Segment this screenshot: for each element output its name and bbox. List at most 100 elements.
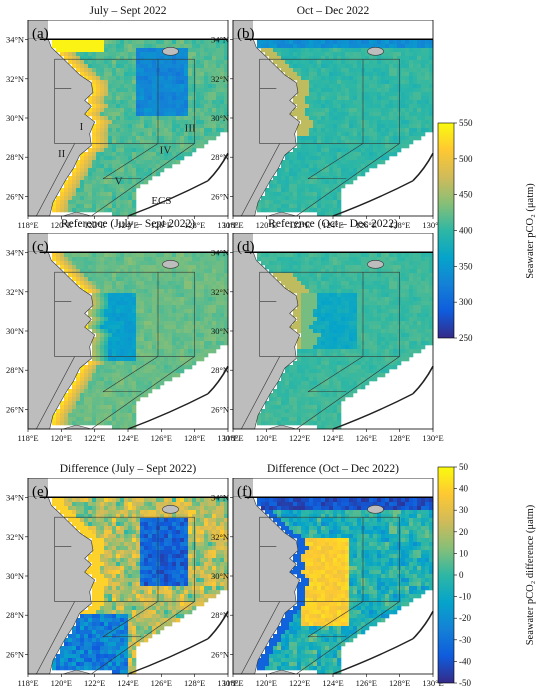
panel-title-d: Reference (Oct – Dec 2022)	[233, 218, 433, 230]
lon-tick-label: 126°E	[151, 433, 172, 443]
lat-tick-label: 28°N	[6, 152, 24, 162]
lat-tick-label: 30°N	[211, 571, 229, 581]
lat-tick-label: 34°N	[211, 35, 229, 45]
map-panel-a: IIIIIIIVVECS(a)26°N28°N30°N32°N34°N118°E…	[2, 20, 242, 240]
lon-tick-label: 118°E	[222, 433, 243, 443]
colorbar-label-pco2: Seawater pCO₂ (μatm)	[525, 183, 536, 279]
panel-title-b: Oct – Dec 2022	[233, 5, 433, 17]
lon-tick-label: 124°E	[322, 678, 343, 688]
lat-tick-label: 32°N	[6, 74, 24, 84]
region-label-0: I	[80, 121, 84, 133]
region-label-2: III	[185, 123, 196, 135]
lat-tick-label: 28°N	[211, 610, 229, 620]
lat-tick-label: 34°N	[211, 493, 229, 503]
lat-tick-label: 32°N	[211, 74, 229, 84]
lon-tick-label: 120°E	[256, 433, 277, 443]
colorbar-tick-label: 50	[459, 463, 469, 472]
lat-tick-label: 26°N	[6, 191, 24, 201]
lat-tick-label: 32°N	[211, 287, 229, 297]
lon-tick-label: 118°E	[222, 678, 243, 688]
panel-title-f: Difference (Oct – Dec 2022)	[233, 463, 433, 475]
lat-tick-label: 32°N	[6, 287, 24, 297]
lon-tick-label: 126°E	[356, 678, 377, 688]
colorbar-tick-label: 500	[459, 154, 473, 164]
lat-tick-label: 30°N	[6, 571, 24, 581]
lat-tick-label: 30°N	[6, 113, 24, 123]
lat-tick-label: 34°N	[6, 493, 24, 503]
colorbar-tick-label: -40	[459, 656, 471, 666]
lon-tick-label: 118°E	[17, 678, 38, 688]
lon-tick-label: 120°E	[51, 433, 72, 443]
map-panel-f: (f) 26°N 28°N 30°N 32°N 34°N 118°E 120°E 122°E 12…	[207, 478, 447, 698]
lat-tick-label: 28°N	[6, 610, 24, 620]
lat-tick-label: 32°N	[211, 532, 229, 542]
colorbar-tick-label: 0	[459, 570, 464, 580]
lat-tick-label: 26°N	[6, 404, 24, 414]
lon-tick-label: 118°E	[17, 433, 38, 443]
lat-tick-label: 30°N	[6, 326, 24, 336]
colorbar-label-diff: Seawater pCO₂ difference (μatm)	[525, 505, 536, 646]
lon-tick-label: 128°E	[184, 433, 205, 443]
lon-tick-label: 122°E	[289, 678, 310, 688]
jeju-island	[163, 505, 179, 513]
lon-tick-label: 128°E	[389, 433, 410, 443]
lon-tick-label: 124°E	[117, 678, 138, 688]
panel-letter-b: (b)	[237, 26, 255, 42]
region-label-3: IV	[160, 144, 172, 156]
colorbar-ramp	[438, 123, 454, 338]
colorbar-tick-label: 300	[459, 297, 473, 307]
colorbar-tick-label: 250	[459, 333, 473, 343]
region-label-1: II	[58, 148, 66, 160]
lat-tick-label: 26°N	[6, 649, 24, 659]
lat-tick-label: 26°N	[211, 649, 229, 659]
lon-tick-label: 120°E	[256, 678, 277, 688]
jeju-island	[368, 260, 384, 268]
lon-tick-label: 130°E	[422, 433, 443, 443]
lat-tick-label: 34°N	[6, 35, 24, 45]
lon-tick-label: 122°E	[289, 433, 310, 443]
lat-tick-label: 34°N	[211, 248, 229, 258]
colorbar-tick-label: 10	[459, 548, 469, 558]
lon-tick-label: 124°E	[322, 433, 343, 443]
colorbar-tick-label: -10	[459, 592, 471, 602]
panel-letter-a: (a)	[32, 26, 49, 42]
lon-tick-label: 122°E	[84, 678, 105, 688]
lon-tick-label: 126°E	[356, 433, 377, 443]
lon-tick-label: 128°E	[184, 678, 205, 688]
panel-letter-e: (e)	[32, 484, 49, 500]
lat-tick-label: 28°N	[211, 365, 229, 375]
jeju-island	[368, 47, 384, 55]
jeju-island	[163, 260, 179, 268]
lon-tick-label: 126°E	[151, 678, 172, 688]
colorbar-ramp	[438, 467, 454, 683]
colorbar-tick-label: -50	[459, 678, 471, 688]
panel-letter-c: (c)	[32, 239, 49, 255]
panel-title-a: July – Sept 2022	[28, 5, 228, 17]
map-panel-e: (e) 26°N 28°N 30°N 32°N 34°N 118°E 120°E 122°E 12…	[2, 478, 242, 698]
map-panel-c: (c) 26°N 28°N 30°N 32°N 34°N 118°E 120°E 122°E 12…	[2, 233, 242, 453]
colorbar-tick-label: 30	[459, 505, 469, 515]
jeju-island	[163, 47, 179, 55]
panel-title-e: Difference (July – Sept 2022)	[28, 463, 228, 475]
region-label-4: V	[115, 176, 123, 188]
colorbar-tick-label: 400	[459, 226, 473, 236]
lon-tick-label: 124°E	[117, 433, 138, 443]
lat-tick-label: 32°N	[6, 532, 24, 542]
lat-tick-label: 30°N	[211, 326, 229, 336]
jeju-island	[368, 505, 384, 513]
panel-title-c: Reference (July – Sept 2022)	[28, 218, 228, 230]
colorbar-tick-label: 550	[459, 119, 473, 128]
panel-letter-f: (f)	[237, 484, 252, 500]
region-label-5: ECS	[151, 195, 171, 207]
lon-tick-label: 122°E	[84, 433, 105, 443]
lat-tick-label: 26°N	[211, 191, 229, 201]
panel-letter-d: (d)	[237, 239, 255, 255]
lat-tick-label: 28°N	[6, 365, 24, 375]
colorbar-tick-label: 40	[459, 484, 469, 494]
lon-tick-label: 120°E	[51, 678, 72, 688]
colorbar-tick-label: -20	[459, 613, 471, 623]
